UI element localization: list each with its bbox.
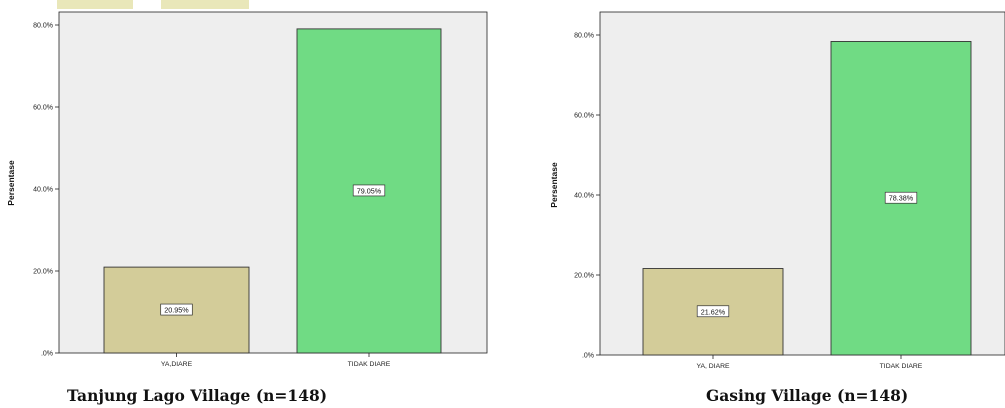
top-left-tab-2 [161, 0, 249, 9]
chart-tanjung-lago-data-label: 20.95% [164, 306, 189, 315]
chart-gasing-data-label: 78.38% [889, 194, 914, 203]
chart-gasing-ytick-label: 60.0% [574, 113, 594, 120]
chart-gasing-y-axis-label: Persentase [549, 162, 559, 208]
top-left-tab-1 [57, 0, 133, 9]
chart-gasing-category-label: YA, DIARE [696, 363, 730, 370]
chart-tanjung-lago-category-label: TIDAK DIARE [348, 361, 391, 368]
chart-tanjung-lago-category-label: YA,DIARE [161, 361, 193, 368]
chart-gasing-ytick-label: 40.0% [574, 193, 594, 200]
chart-tanjung-lago-caption: Tanjung Lago Village (n=148) [67, 386, 327, 405]
chart-tanjung-lago-ytick-label: .0% [41, 351, 53, 358]
chart-tanjung-lago-ytick-label: 80.0% [33, 23, 53, 30]
chart-gasing-ytick-label: .0% [582, 353, 594, 360]
chart-gasing-category-label: TIDAK DIARE [880, 363, 923, 370]
chart-gasing-data-label-box [696, 305, 730, 318]
chart-gasing-data-label: 21.62% [701, 307, 726, 316]
chart-tanjung-lago-data-label-box [352, 184, 386, 197]
chart-tanjung-lago-ytick-label: 60.0% [33, 105, 53, 112]
chart-tanjung-lago-ytick-label: 40.0% [33, 187, 53, 194]
chart-tanjung-lago-data-label: 79.05% [357, 186, 382, 195]
chart-tanjung-lago-data-label-box [160, 303, 193, 316]
chart-gasing: .0% 20.0% 40.0% 60.0% 80.0% Persentase 21.62% Y… [549, 11, 1005, 405]
chart-tanjung-lago: .0% 20.0% 40.0% 60.0% 80.0% Persentase 20.95% Y… [6, 11, 488, 405]
chart-tanjung-lago-y-axis-label: Persentase [6, 160, 16, 206]
chart-gasing-caption: Gasing Village (n=148) [706, 386, 908, 405]
chart-tanjung-lago-ytick-label: 20.0% [33, 269, 53, 276]
chart-gasing-ytick-label: 80.0% [574, 33, 594, 40]
chart-gasing-data-label-box [884, 191, 918, 204]
chart-gasing-ytick-label: 20.0% [574, 273, 594, 280]
